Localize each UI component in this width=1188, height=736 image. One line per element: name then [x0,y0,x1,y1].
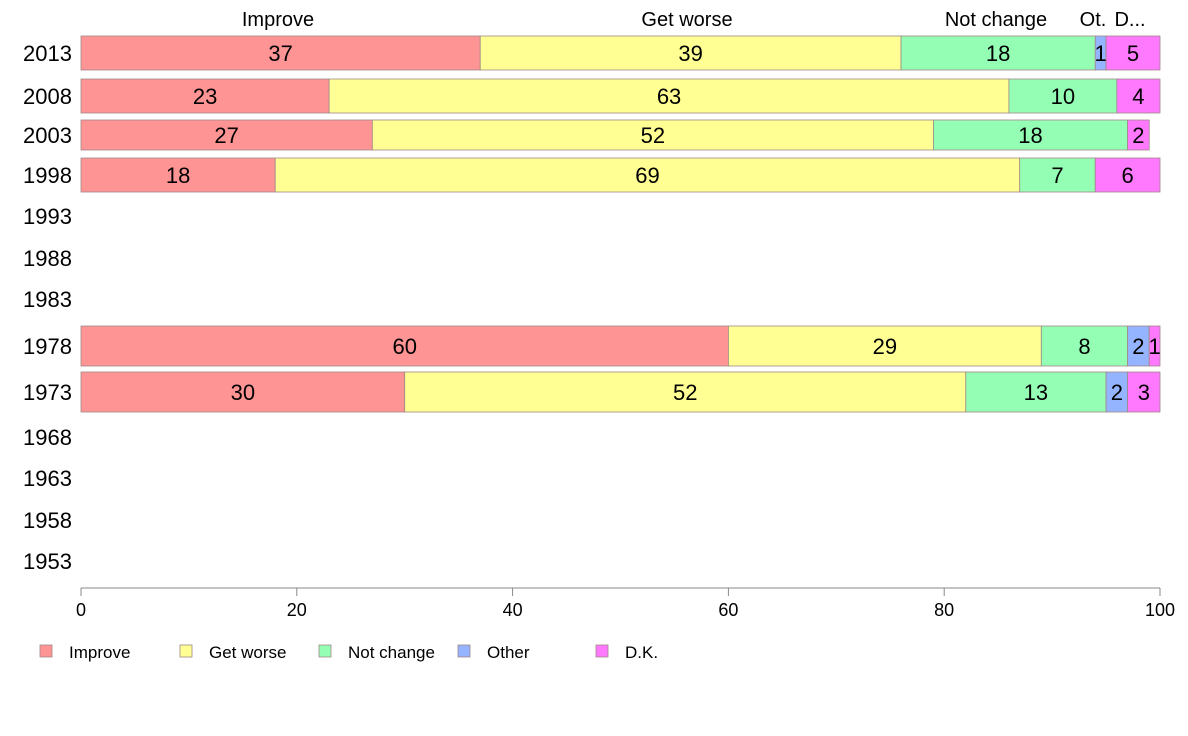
bar-label-2013-0: 37 [268,41,292,66]
bar-2013-d-k- [1105,35,1161,71]
y-label-1963: 1963 [23,466,72,491]
x-tick-label-40: 40 [503,600,523,620]
top-label-3: Ot. [1080,9,1107,31]
bar-2008-improve [80,78,330,114]
legend-swatch-3 [457,644,471,658]
bar-1973-get-worse [404,371,967,413]
y-label-1998: 1998 [23,163,72,188]
top-label-0: Improve [242,9,314,31]
bar-label-1973-2: 13 [1024,380,1048,405]
bar-label-2013-3: 1 [1095,41,1107,66]
y-label-1988: 1988 [23,246,72,271]
bar-label-2013-2: 18 [986,41,1010,66]
y-label-1953: 1953 [23,549,72,574]
bar-value-labels: 37 39 18 1 523 63 10 427 52 18 218 69 7 660 29 8 2 130 52 1… [166,41,1161,405]
bar-label-2008-1: 63 [657,84,681,109]
bar-label-2013-1: 39 [678,41,702,66]
bar-label-2003-1: 52 [641,123,665,148]
bar-label-1973-1: 52 [673,380,697,405]
bar-label-1978-0: 60 [392,334,416,359]
top-label-2: Not change [945,9,1047,31]
legend-label-2: Not change [348,643,435,662]
x-tick-label-60: 60 [718,600,738,620]
x-tick-label-0: 0 [76,600,86,620]
bar-label-1973-0: 30 [231,380,255,405]
y-axis-labels: 2013 2008 2003 1998 1993 1988 1983 1978 1973 1968… [23,41,72,574]
bar-label-2003-2: 18 [1018,123,1042,148]
bar-2003-d-k- [1127,119,1150,151]
bar-2003-not-change [933,119,1129,151]
bar-label-1973-4: 3 [1138,380,1150,405]
x-tick-label-20: 20 [287,600,307,620]
y-label-2013: 2013 [23,41,72,66]
bar-label-1998-1: 69 [635,163,659,188]
bar-1978-not-change [1040,325,1129,367]
bar-label-1998-0: 18 [166,163,190,188]
x-tick-label-80: 80 [934,600,954,620]
y-label-2003: 2003 [23,123,72,148]
top-label-1: Get worse [641,9,732,31]
bar-label-1998-4: 6 [1122,163,1134,188]
legend-swatch-1 [179,644,193,658]
bar-2013-get-worse [479,35,902,71]
y-label-1978: 1978 [23,334,72,359]
legend-swatch-0 [39,644,53,658]
legend-swatch-2 [318,644,332,658]
bar-label-2008-2: 10 [1051,84,1075,109]
top-series-labels: Improve Get worse Not change Ot. D... [242,9,1146,31]
y-label-1983: 1983 [23,287,72,312]
y-label-1973: 1973 [23,380,72,405]
bar-1998-improve [80,157,276,193]
bar-label-1978-2: 8 [1078,334,1090,359]
bar-1978-d-k- [1148,325,1161,367]
bar-1998-d-k- [1094,157,1161,193]
bar-2008-not-change [1008,78,1118,114]
bar-1973-d-k- [1127,371,1161,413]
bar-label-2013-4: 5 [1127,41,1139,66]
bar-2003-get-worse [371,119,934,151]
legend-swatch-4 [595,644,609,658]
bar-1978-get-worse [728,325,1042,367]
bar-1998-not-change [1019,157,1096,193]
top-label-4: D... [1114,9,1145,31]
bar-2013-improve [80,35,481,71]
bar-1973-not-change [965,371,1107,413]
bar-label-2003-4: 2 [1132,123,1144,148]
y-label-2008: 2008 [23,84,72,109]
bar-label-2008-0: 23 [193,84,217,109]
y-label-1968: 1968 [23,425,72,450]
legend-label-0: Improve [69,643,130,662]
legend-label-3: Other [487,643,530,662]
bar-label-1973-3: 2 [1111,380,1123,405]
bar-1973-improve [80,371,406,413]
bar-2008-d-k- [1116,78,1161,114]
bar-2013-not-change [900,35,1096,71]
bar-label-1978-4: 1 [1148,334,1160,359]
bar-2003-improve [80,119,373,151]
x-axis: 0 20 40 60 80 100 [76,587,1175,620]
legend-label-4: D.K. [625,643,658,662]
bar-label-1978-1: 29 [873,334,897,359]
bar-label-2008-4: 4 [1132,84,1144,109]
legend: Improve Get worse Not change Other D.K. [39,643,658,662]
bars-layer [80,35,1161,413]
x-tick-label-100: 100 [1145,600,1175,620]
bar-1978-improve [80,325,729,367]
bar-label-1998-2: 7 [1051,163,1063,188]
bar-label-1978-3: 2 [1132,334,1144,359]
legend-label-1: Get worse [209,643,286,662]
bar-2008-get-worse [328,78,1010,114]
y-label-1993: 1993 [23,204,72,229]
y-label-1958: 1958 [23,508,72,533]
bar-label-2003-0: 27 [214,123,238,148]
